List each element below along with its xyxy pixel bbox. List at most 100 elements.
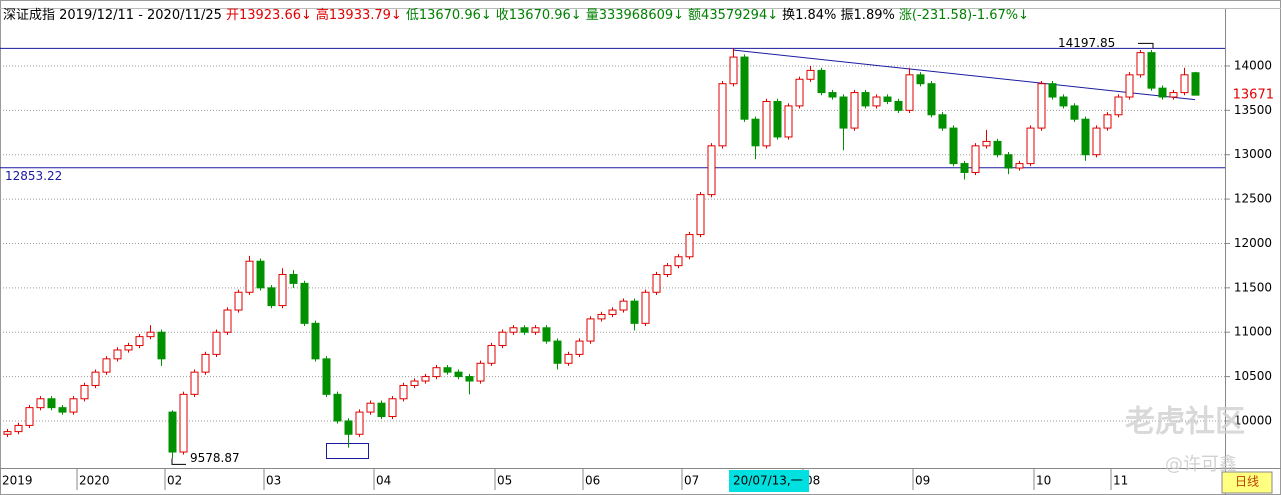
candle-body (146, 331, 155, 338)
candle-body (685, 234, 694, 258)
candle-body (256, 260, 265, 289)
candle-body (1180, 74, 1189, 94)
candle-body (234, 291, 243, 311)
candle-body (355, 411, 364, 435)
candle-body (245, 260, 254, 293)
candle-body (586, 318, 595, 342)
high-pointer (1138, 42, 1154, 49)
candle-body (751, 118, 760, 147)
x-tick-label: 05 (497, 474, 512, 488)
candle-body (69, 398, 78, 413)
candle-body (916, 74, 925, 85)
header-item: 涨(-231.58)-1.67%↓ (899, 8, 1029, 23)
y-tick-label: 11500 (1234, 280, 1272, 294)
candle-body (410, 380, 419, 386)
candle-body (1158, 87, 1167, 98)
candle-body (784, 105, 793, 138)
x-tick-label: 02 (167, 474, 182, 488)
candle-body (740, 56, 749, 120)
candle-body (1147, 52, 1156, 89)
candle-body (135, 336, 144, 347)
candle-body (575, 340, 584, 355)
candle-body (300, 282, 309, 324)
candle-body (663, 265, 672, 276)
candle-body (993, 140, 1002, 156)
candle-body (850, 92, 859, 129)
header-item: 开13923.66↓ (226, 8, 312, 23)
x-tick-label: 06 (585, 474, 600, 488)
candle-body (729, 56, 738, 85)
candle-body (487, 345, 496, 364)
x-tick-label: 2019 (2, 474, 33, 488)
highlight-box (326, 443, 369, 459)
candle-body (971, 145, 980, 173)
candle-body (1125, 74, 1134, 98)
x-tick-label: 04 (376, 474, 391, 488)
candle-body (894, 100, 903, 111)
candle-body (1070, 105, 1079, 120)
low-pointer (171, 458, 186, 465)
candle-body (113, 349, 122, 360)
candle-body (201, 353, 210, 373)
x-tick-label: 07 (684, 474, 699, 488)
y-tick-label: 11000 (1234, 325, 1272, 339)
x-tick-label: 2020 (79, 474, 110, 488)
candle-body (817, 69, 826, 94)
candle-body (861, 92, 870, 107)
y-tick-label: 10000 (1234, 413, 1272, 427)
candle-body (1026, 127, 1035, 165)
candle-body (839, 96, 848, 129)
candle-body (1103, 114, 1112, 129)
header-item: 换1.84% 振1.89% (782, 8, 895, 23)
candle-body (795, 78, 804, 107)
candle-body (3, 431, 12, 435)
candle-body (421, 376, 430, 382)
y-tick-label: 13500 (1234, 103, 1272, 117)
header-item: 深证成指 2019/12/11 - 2020/11/25 (3, 8, 222, 23)
header-item: 高13933.79↓ (316, 7, 402, 23)
candle-body (564, 353, 573, 364)
candle-body (454, 371, 463, 378)
candle-body (179, 393, 188, 453)
candle-body (267, 287, 276, 307)
header-item: 低13670.96↓ (406, 8, 492, 23)
candle-body (311, 322, 320, 360)
candle-body (168, 411, 177, 453)
candle-body (718, 83, 727, 147)
candle-body (1191, 72, 1200, 96)
period-bg (1221, 471, 1273, 494)
x-tick-label: 11 (1113, 474, 1128, 488)
y-tick-label: 10500 (1234, 369, 1272, 383)
candle-body (674, 256, 683, 267)
candle-body (476, 362, 485, 382)
candle-body (960, 163, 969, 173)
candle-body (806, 69, 815, 80)
candle-body (124, 345, 133, 351)
candle-body (157, 331, 166, 360)
candle-body (1136, 52, 1145, 76)
candle-body (190, 371, 199, 395)
candle-body (1037, 83, 1046, 129)
candle-body (47, 398, 56, 409)
candle-body (388, 398, 397, 418)
candle-body (1059, 96, 1068, 107)
watermark: @许可鑫 (1165, 454, 1237, 475)
candle-body (883, 96, 892, 102)
candle-body (542, 327, 551, 342)
candle-body (905, 74, 914, 111)
candle-body (223, 309, 232, 333)
candle-body (333, 393, 342, 422)
candle-body (938, 114, 947, 129)
high-label: 14197.85 (1058, 36, 1115, 50)
candle-body (872, 96, 881, 107)
candle-body (630, 300, 639, 324)
y-tick-label: 12000 (1234, 236, 1272, 250)
candle-body (212, 331, 221, 355)
low-label: 9578.87 (190, 451, 240, 465)
candle-body (36, 398, 45, 409)
candle-body (465, 376, 474, 382)
candle-body (80, 384, 89, 400)
candle-body (949, 127, 958, 165)
candle-body (641, 291, 650, 324)
